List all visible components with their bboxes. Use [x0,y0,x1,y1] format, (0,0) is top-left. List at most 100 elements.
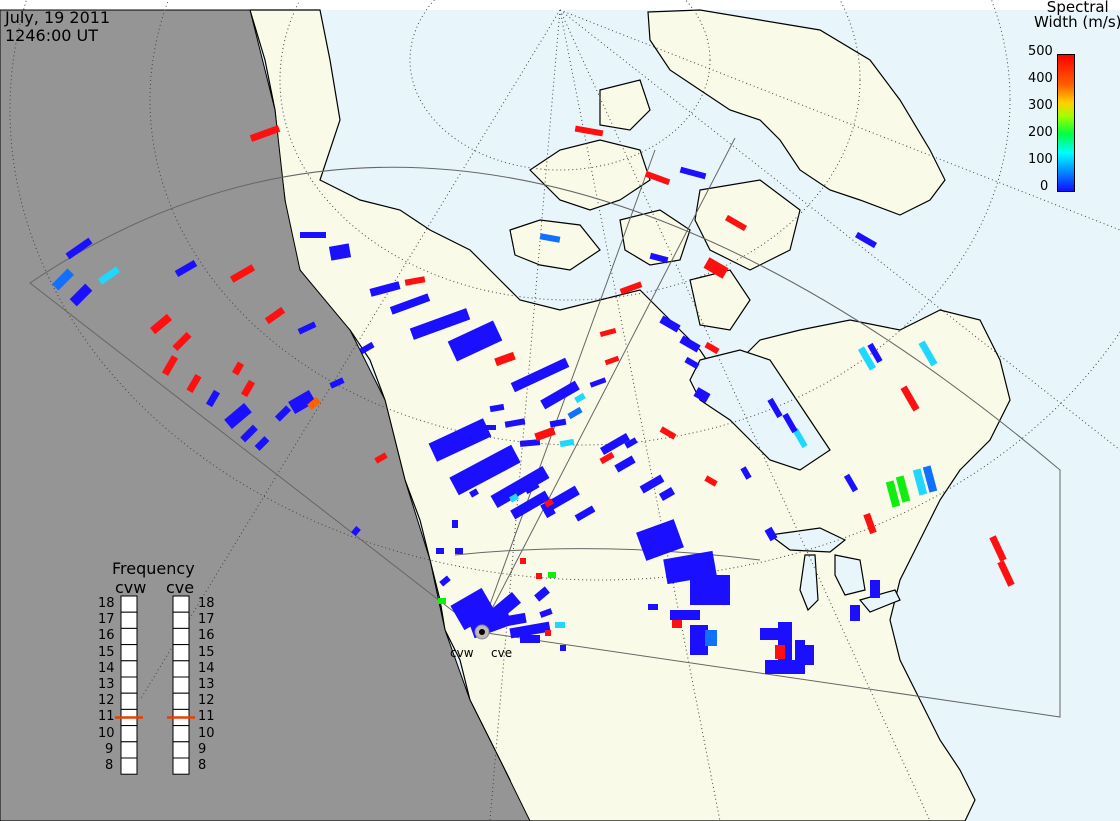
scatter-cell [599,451,615,465]
scatter-cell [489,403,505,413]
scatter-cell [520,558,526,564]
scatter-cell [559,438,575,448]
scatter-cell [658,487,676,501]
scatter-cell [659,426,677,440]
scatter-cell [469,488,479,498]
scatter-cell [895,475,911,503]
gauge-cell [120,595,138,613]
scatter-cell [912,468,928,496]
legend-tick-300: 300 [1028,98,1053,113]
frequency-tick: 17 [198,612,215,628]
scatter-cell [231,361,245,376]
scatter-cell [560,645,566,651]
frequency-tick: 15 [98,644,115,660]
scatter-cell [997,560,1015,587]
gauge-cell [120,725,138,743]
scatter-cell [705,630,717,646]
gauge-cell [120,676,138,694]
frequency-tick: 15 [198,644,215,660]
scatter-cell [589,377,607,388]
scatter-cell [775,645,785,659]
scatter-cell [510,490,550,520]
lake-erie [858,589,901,613]
frequency-title: Frequency [112,559,195,578]
radar-site-marker [474,624,490,640]
gauge-cell [172,757,190,775]
scatter-cell [555,622,565,628]
scatter-cell [670,610,700,620]
scatter-cell [539,608,553,618]
scatter-cell [900,385,920,412]
scatter-cell [544,507,556,519]
scatter-cell [649,252,669,264]
gauge-label-cve: cve [166,578,195,597]
latitude-circles [9,0,1120,821]
scatter-cell [439,575,451,587]
scatter-cell [450,587,496,631]
land-north-america [249,9,1011,821]
scatter-cell [274,405,292,422]
frequency-tick: 12 [198,693,215,709]
frequency-tick: 14 [198,660,215,676]
scatter-cell [854,231,878,249]
scatter-cell [428,418,492,462]
scatter-cell [249,125,281,142]
scatter-cell [574,125,604,137]
frequency-tick: 12 [98,693,115,709]
scatter-cell [885,480,901,508]
scatter-cell [540,380,580,410]
scatter-cell [540,485,580,515]
scatter-cell [186,373,202,394]
gauge-cell [120,757,138,775]
scatter-cell [549,418,567,428]
scatter-cell [328,243,352,261]
land-greenland [647,9,946,216]
scatter-cell [69,283,93,307]
scatter-cell [374,452,388,464]
scatter-cell [804,645,814,665]
site-label-cvw: cvw [450,646,474,660]
frequency-tick: 9 [198,741,207,757]
scatter-cell [740,466,752,480]
scatter-cell [369,281,401,297]
gauge-cell [172,741,190,759]
scatter-cell [494,351,516,367]
scatter-cell [97,266,121,285]
scatter-cell [922,465,938,493]
legend-title-line1: Spectral [1046,0,1109,16]
scatter-cell [509,621,551,639]
scatter-cell [679,335,701,353]
scatter-cell [639,474,665,494]
scatter-cell [436,548,444,554]
scatter-cell [351,526,361,536]
scatter-cell [544,498,554,508]
site-label-cve: cve [491,646,513,660]
ocean-hudson-bay [689,349,831,471]
scatter-cell [264,306,286,325]
scatter-cell [504,418,526,428]
scatter-cell [648,604,658,610]
date-label: July, 19 2011 [5,8,111,27]
scatter-cell [404,276,426,286]
lake-huron [834,554,866,596]
top-margin [0,0,1120,10]
scatter-cell [863,512,877,535]
frequency-tick: 18 [198,596,215,611]
scatter-cell [764,526,778,542]
scatter-cell [452,520,458,528]
gauge-cell [172,644,190,662]
scatter-cell [604,355,620,366]
gauge-cell [172,627,190,646]
scatter-cell [409,308,471,340]
scatter-cell [172,331,192,352]
backscatter-cells [52,125,1015,674]
legend-title-line2: Width (m/s) [1034,13,1120,31]
scatter-cell [624,437,638,449]
gauge-cell [120,627,138,646]
scatter-cell [548,572,556,578]
frequency-tick: 11 [98,709,115,725]
scatter-cell [693,387,711,403]
frequency-tick: 10 [98,725,115,741]
scatter-cell [534,426,556,442]
